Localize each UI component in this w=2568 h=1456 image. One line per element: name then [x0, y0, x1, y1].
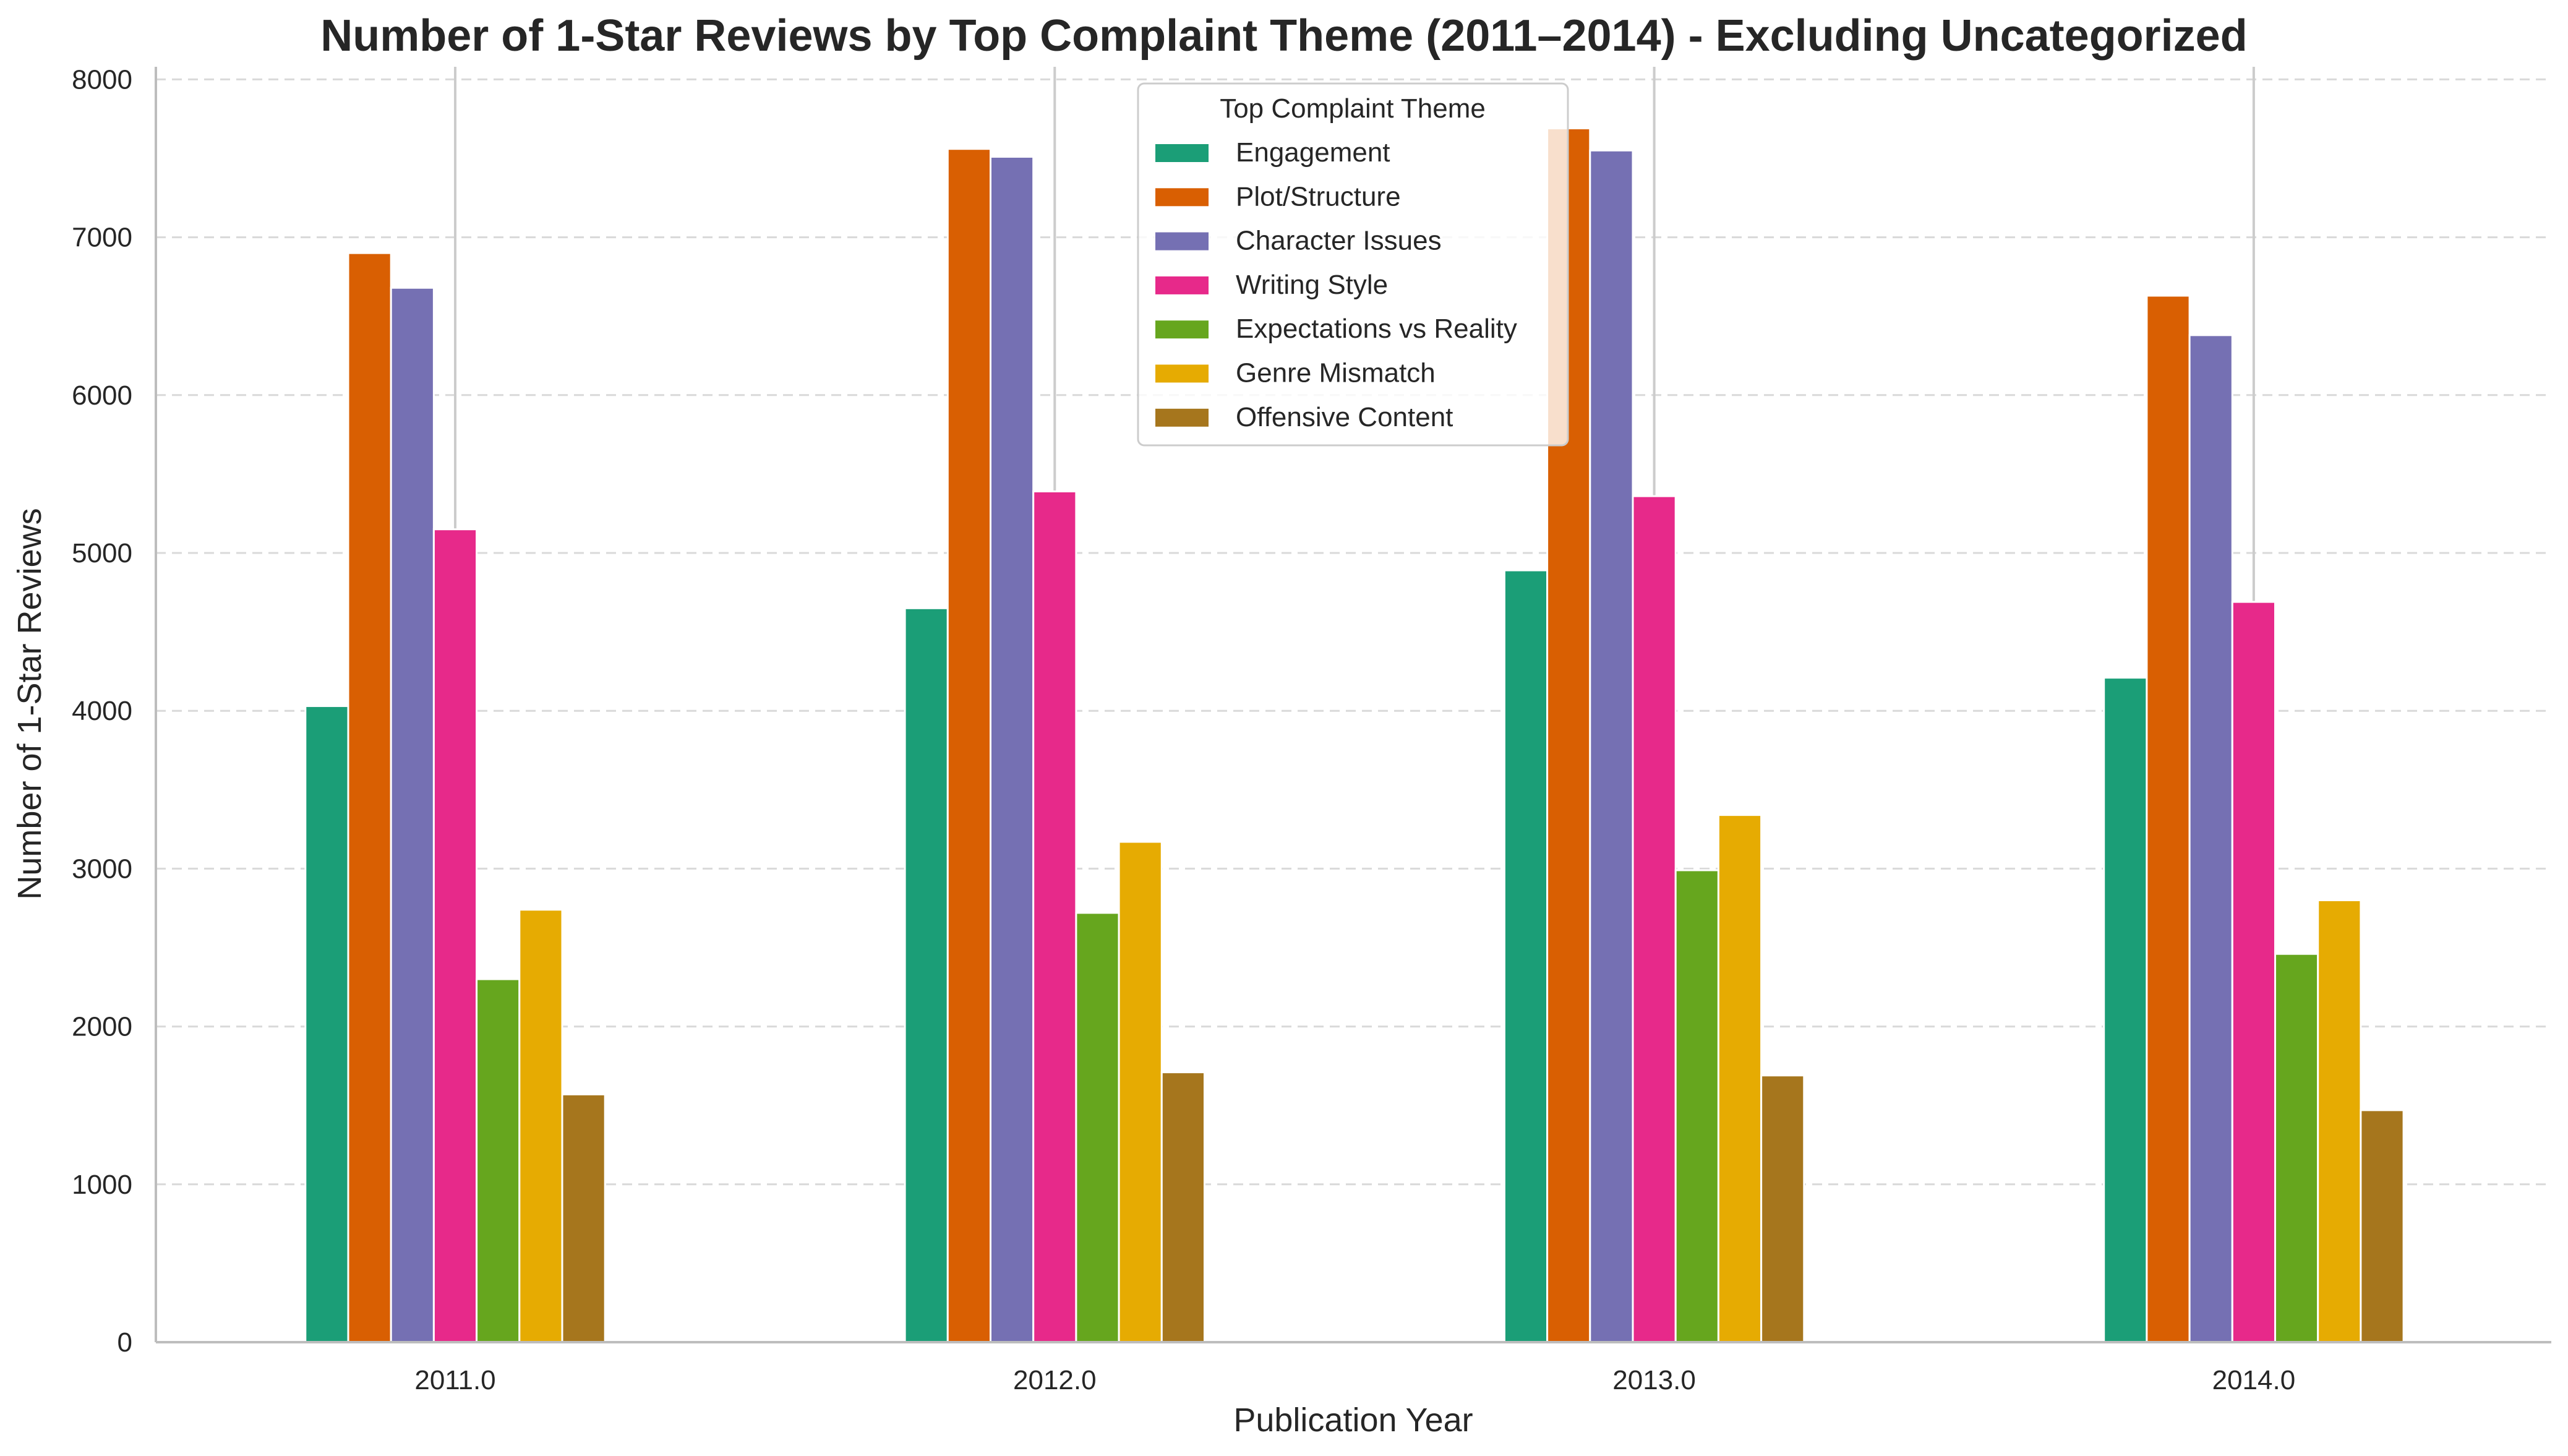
y-tick-label: 5000	[72, 538, 132, 568]
bar	[1674, 869, 1719, 1343]
bar	[390, 286, 435, 1343]
bar	[2103, 677, 2148, 1343]
x-tick-label: 2012.0	[1013, 1365, 1097, 1395]
x-tick-labels: 2011.0 2012.0 2013.0 2014.0	[414, 1365, 2295, 1395]
legend-swatch	[1155, 364, 1209, 383]
legend-label: Plot/Structure	[1236, 181, 1401, 212]
bar	[1589, 149, 1634, 1343]
bar	[904, 607, 949, 1343]
series-writing-style	[432, 490, 2277, 1343]
bar	[2360, 1109, 2405, 1343]
y-tick-labels: 0 1000 2000 3000 4000 5000 6000 7000 8000	[72, 64, 132, 1358]
bar	[946, 148, 992, 1343]
bar	[304, 705, 349, 1343]
bar	[1503, 569, 1549, 1343]
bars-layer	[304, 127, 2405, 1343]
legend-item: Engagement	[1155, 137, 1390, 168]
y-tick-label: 4000	[72, 696, 132, 726]
y-tick-label: 6000	[72, 380, 132, 411]
bar	[1075, 912, 1120, 1343]
legend-label: Genre Mismatch	[1236, 358, 1436, 388]
y-tick-label: 0	[118, 1327, 132, 1358]
bar	[518, 909, 563, 1343]
bar	[2188, 334, 2233, 1343]
legend-swatch	[1155, 276, 1209, 294]
x-tick-label: 2011.0	[414, 1365, 495, 1395]
legend-item: Expectations vs Reality	[1155, 314, 1517, 344]
bar	[1160, 1071, 1206, 1343]
series-genre-mismatch	[518, 814, 2362, 1343]
x-axis-label: Publication Year	[1233, 1402, 1473, 1439]
x-tick-label: 2013.0	[1612, 1365, 1696, 1395]
legend-swatch	[1155, 232, 1209, 251]
legend-item: Genre Mismatch	[1155, 358, 1436, 388]
legend-label: Expectations vs Reality	[1236, 314, 1517, 344]
legend-swatch	[1155, 408, 1209, 427]
bar	[2146, 294, 2191, 1343]
legend-items: Engagement Plot/Structure Character Issues…	[1155, 137, 1517, 432]
bar	[347, 252, 392, 1343]
bar	[2274, 953, 2319, 1343]
x-tick-label: 2014.0	[2212, 1365, 2296, 1395]
series-expectations-vs-reality	[476, 869, 2319, 1343]
y-tick-label: 2000	[72, 1012, 132, 1042]
bar	[1632, 495, 1677, 1343]
series-offensive-content	[561, 1071, 2405, 1343]
bar	[1760, 1074, 1805, 1343]
axes	[155, 67, 2551, 1343]
legend-item: Offensive Content	[1155, 402, 1453, 432]
y-tick-label: 3000	[72, 854, 132, 884]
legend: Top Complaint Theme Engagement Plot/Struc…	[1137, 82, 1569, 447]
y-tick-label: 1000	[72, 1170, 132, 1200]
legend-label: Writing Style	[1236, 270, 1388, 300]
legend-title: Top Complaint Theme	[1220, 93, 1486, 124]
legend-swatch	[1155, 144, 1209, 162]
legend-swatch	[1155, 320, 1209, 339]
chart-title: Number of 1-Star Reviews by Top Complain…	[320, 11, 2247, 61]
bar	[2317, 899, 2362, 1343]
legend-label: Engagement	[1236, 137, 1390, 168]
bar	[1717, 814, 1763, 1343]
bar	[1118, 841, 1163, 1343]
legend-item: Plot/Structure	[1155, 181, 1401, 212]
bar	[990, 155, 1035, 1343]
bar	[476, 978, 521, 1343]
bar	[432, 528, 478, 1343]
series-character-issues	[390, 149, 2233, 1343]
y-tick-label: 8000	[72, 64, 132, 95]
legend-box	[1137, 82, 1569, 447]
y-tick-label: 7000	[72, 223, 132, 253]
legend-label: Character Issues	[1236, 226, 1442, 256]
legend-item: Writing Style	[1155, 270, 1388, 300]
legend-label: Offensive Content	[1236, 402, 1453, 432]
series-engagement	[304, 569, 2148, 1343]
bar	[1032, 490, 1077, 1343]
legend-swatch	[1155, 188, 1209, 207]
y-axis-label: Number of 1-Star Reviews	[11, 508, 48, 899]
legend-item: Character Issues	[1155, 226, 1442, 256]
bar	[561, 1093, 606, 1343]
bar	[2231, 601, 2277, 1343]
